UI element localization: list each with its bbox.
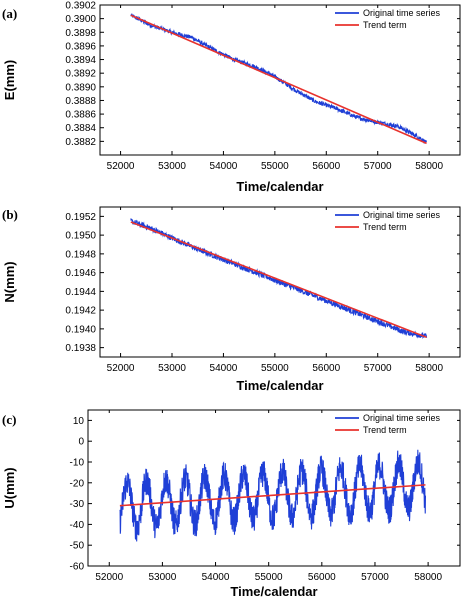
y-tick-label: -10 [70,458,85,469]
x-tick-label: 58000 [414,572,442,583]
y-tick-label: 0.3896 [65,41,96,52]
y-tick-label: 0.1940 [65,324,96,335]
y-tick-label: 0.3888 [65,96,96,107]
x-tick-label: 56000 [312,363,340,374]
plot-frame [99,206,461,358]
panel-label: (a) [2,6,17,21]
plot-frame [99,4,461,156]
x-tick-label: 53000 [158,363,186,374]
y-tick-label: 0.3900 [65,14,96,25]
x-tick-label: 58000 [415,363,443,374]
y-tick-label: 0.1952 [65,212,96,223]
y-tick-label: -40 [70,520,85,531]
x-tick-label: 53000 [158,161,186,172]
x-tick-label: 55000 [255,572,283,583]
x-tick-label: 56000 [312,161,340,172]
x-tick-label: 57000 [364,161,392,172]
y-tick-label: -30 [70,499,85,510]
legend-label: Original time series [363,210,441,220]
x-axis-title: Time/calendar [236,179,323,194]
chart-panel-1: 52000 53000 54000 55000 56000 57000 58000 0.388… [2,1,461,194]
y-tick-label: 0.3882 [65,137,96,148]
y-tick-label: 0.1944 [65,287,96,298]
x-axis-title: Time/calendar [230,584,317,599]
x-tick-label: 52000 [95,572,123,583]
y-tick-label: 0.1948 [65,249,96,260]
y-axis-title: E(mm) [2,60,17,100]
y-tick-label: 0.1946 [65,268,96,279]
y-tick-label: 0.3892 [65,69,96,80]
panel-label: (c) [2,412,16,427]
x-tick-label: 52000 [107,363,135,374]
legend-label: Trend term [363,20,407,30]
chart-panel-2: 52000 53000 54000 55000 56000 57000 58000 0.193… [2,206,461,393]
y-tick-label: -20 [70,478,85,489]
trend-series-line [119,484,426,507]
y-tick-label: 0.3886 [65,110,96,121]
x-tick-label: 52000 [107,161,135,172]
y-axis-title: U(mm) [2,467,17,508]
y-tick-label: 0.3898 [65,28,96,39]
y-tick-label: 0.3894 [65,55,96,66]
x-tick-label: 55000 [261,363,289,374]
y-tick-label: 0 [78,437,84,448]
x-tick-label: 56000 [308,572,336,583]
trend-series-line [130,14,427,145]
y-tick-label: 0.1950 [65,231,96,242]
x-tick-label: 54000 [210,363,238,374]
panel-label: (b) [2,207,18,222]
y-tick-label: -50 [70,541,85,552]
y-tick-label: 0.3884 [65,123,96,134]
legend-label: Trend term [363,222,407,232]
y-axis-title: N(mm) [2,261,17,302]
x-tick-label: 55000 [261,161,289,172]
legend-label: Original time series [363,413,441,423]
x-tick-label: 54000 [202,572,230,583]
y-tick-label: 0.1942 [65,306,96,317]
x-tick-label: 58000 [415,161,443,172]
y-tick-label: 10 [73,416,85,427]
x-tick-label: 54000 [210,161,238,172]
y-tick-label: 0.3902 [65,1,96,12]
y-tick-label: 0.1938 [65,343,96,354]
y-tick-label: 0.3890 [65,82,96,93]
plot-frame [87,409,461,567]
legend-label: Trend term [363,425,407,435]
x-tick-label: 53000 [148,572,176,583]
x-tick-label: 57000 [361,572,389,583]
original-series-line [119,449,427,542]
chart-panel-3: 52000 53000 54000 55000 56000 57000 58000 -60 -5… [2,409,461,599]
trend-series-line [130,221,427,339]
legend-label: Original time series [363,8,441,18]
y-tick-label: -60 [70,562,85,573]
x-axis-title: Time/calendar [236,378,323,393]
x-tick-label: 57000 [364,363,392,374]
